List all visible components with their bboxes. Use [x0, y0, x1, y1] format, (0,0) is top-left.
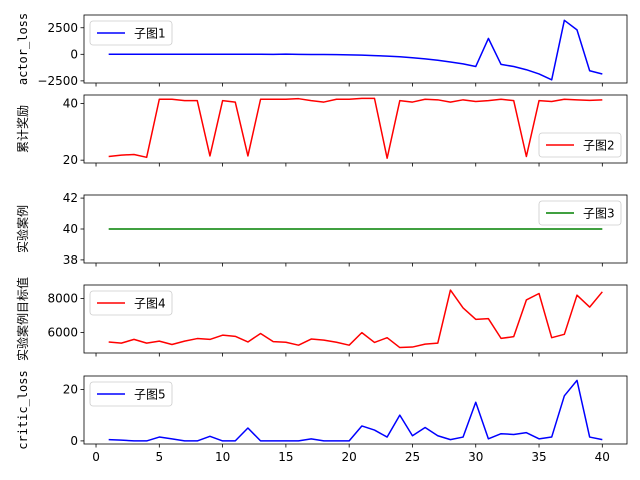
- y-axis-label: critic_loss: [16, 370, 30, 449]
- legend-box: [89, 290, 173, 316]
- y-axis-label: actor_loss: [16, 13, 30, 85]
- legend: 子图5: [89, 381, 173, 407]
- x-tick-label: 10: [215, 450, 230, 464]
- y-tick-label: 40: [63, 97, 78, 111]
- y-axis-label: 实验案例: [15, 205, 30, 253]
- y-tick-label: −2500: [37, 74, 78, 88]
- y-tick-label: 20: [63, 382, 78, 396]
- x-tick-label: 30: [468, 450, 483, 464]
- legend-label: 子图1: [134, 27, 166, 41]
- legend-box: [89, 381, 173, 407]
- y-tick-label: 8000: [47, 292, 78, 306]
- y-tick-label: 20: [63, 153, 78, 167]
- y-axis-label: 实验案例目标值: [15, 277, 30, 361]
- x-tick-label: 25: [405, 450, 420, 464]
- y-tick-label: 38: [63, 253, 78, 267]
- legend-label: 子图5: [134, 388, 166, 402]
- subplot-3: 38 40 42 实验案例 子图3: [15, 191, 628, 267]
- legend: 子图1: [89, 20, 173, 46]
- legend: 子图4: [89, 290, 173, 316]
- axes-frame: [83, 94, 628, 164]
- y-axis-label: 累计奖励: [16, 105, 30, 153]
- subplot-2: 20 40 累计奖励子图2: [16, 94, 628, 167]
- subplot-5: 0 20 0 5 10 15 20 25 30 35 40 critic_loss 子图5: [16, 370, 628, 464]
- subplot-1: −2500 0 2500 actor_loss 子图1: [16, 13, 628, 88]
- series-line-1-1: [108, 19, 603, 81]
- series-line-5-1: [108, 379, 603, 442]
- legend-label: 子图2: [583, 139, 615, 153]
- x-tick-label: 15: [278, 450, 293, 464]
- legend: 子图3: [538, 200, 622, 226]
- x-tick-label: 35: [531, 450, 546, 464]
- x-tick-label: 0: [92, 450, 100, 464]
- y-tick-label: 0: [70, 434, 78, 448]
- axes-frame: [83, 284, 628, 354]
- x-tick-label: 20: [342, 450, 357, 464]
- y-tick-label: 40: [63, 222, 78, 236]
- legend-label: 子图3: [583, 207, 615, 221]
- legend-box: [89, 20, 173, 46]
- legend-box: [538, 200, 622, 226]
- x-tick-label: 5: [155, 450, 163, 464]
- x-tick-label: 40: [595, 450, 610, 464]
- subplot-4: 6000 8000 实验案例目标值 子图4: [15, 277, 628, 361]
- legend-label: 子图4: [134, 297, 166, 311]
- axes-frame: [83, 14, 628, 84]
- y-tick-label: 0: [70, 47, 78, 61]
- y-tick-label: 6000: [47, 326, 78, 340]
- legend: 子图2: [538, 132, 622, 158]
- axes-frame: [83, 375, 628, 445]
- series-line-2-1: [108, 97, 603, 159]
- y-tick-label: 42: [63, 191, 78, 205]
- legend-box: [538, 132, 622, 158]
- y-tick-label: 2500: [47, 21, 78, 35]
- series-line-4-1: [108, 289, 603, 349]
